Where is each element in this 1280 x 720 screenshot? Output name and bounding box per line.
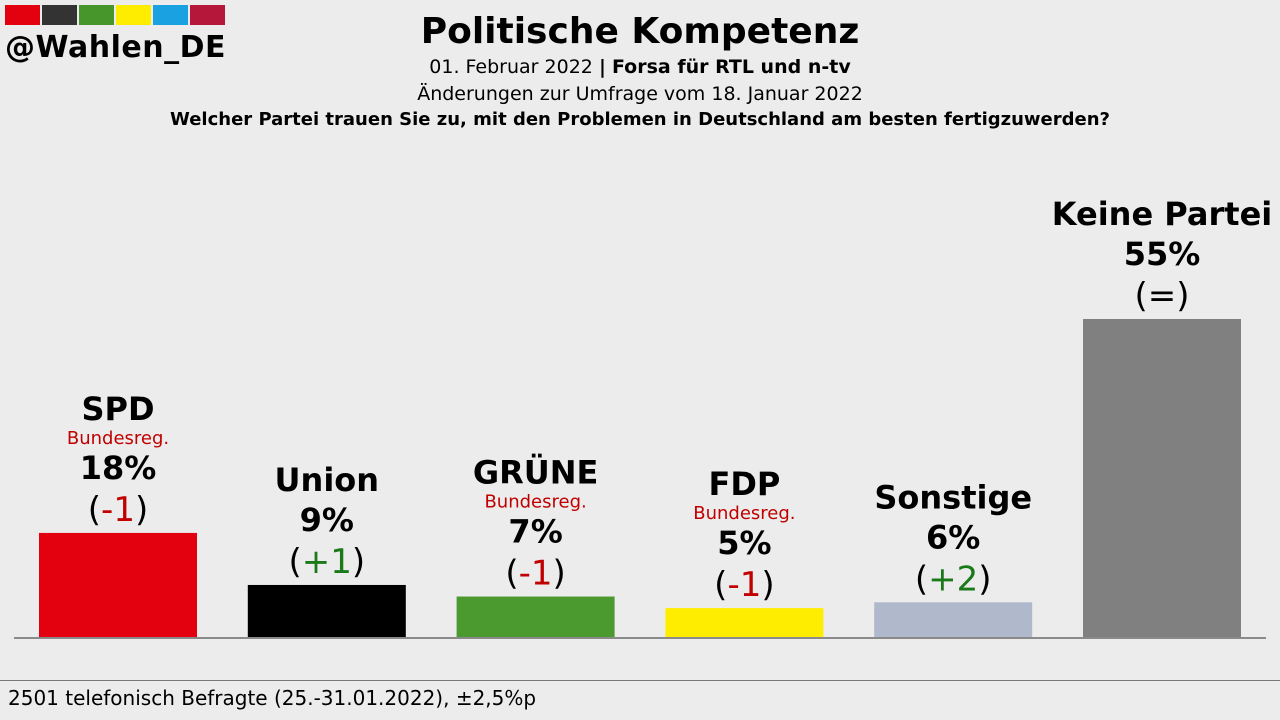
change-open-paren: ( — [714, 565, 727, 605]
poll-source: Forsa für RTL und n-tv — [611, 56, 851, 78]
change-value: +1 — [302, 542, 352, 582]
change-close-paren: ) — [135, 490, 148, 530]
bar — [665, 608, 824, 637]
change-open-paren: ( — [88, 490, 101, 530]
change-open-paren: ( — [1134, 276, 1147, 316]
comparison-note: Änderungen zur Umfrage vom 18. Januar 20… — [417, 83, 863, 105]
bar — [39, 532, 197, 637]
change-label: (+1) — [288, 542, 365, 582]
footer-divider — [0, 680, 1280, 681]
brand-swatch — [153, 5, 188, 25]
change-label: (=) — [1134, 276, 1189, 316]
change-close-paren: ) — [1176, 276, 1189, 316]
brand-color-swatches — [5, 5, 226, 25]
bar — [247, 584, 406, 637]
brand-logo: @Wahlen_DE — [5, 5, 226, 65]
poll-date: 01. Februar 2022 — [429, 56, 593, 78]
government-tag: Bundesreg. — [67, 428, 169, 449]
value-label: 55% — [1124, 235, 1201, 273]
change-value: -1 — [519, 554, 553, 594]
value-label: 6% — [926, 518, 980, 556]
poll-question: Welcher Partei trauen Sie zu, mit den Pr… — [170, 109, 1110, 130]
value-label: 7% — [508, 513, 562, 551]
change-close-paren: ) — [761, 565, 774, 605]
change-open-paren: ( — [505, 554, 518, 594]
change-label: (-1) — [505, 554, 565, 594]
value-label: 5% — [717, 524, 771, 562]
change-value: -1 — [101, 490, 135, 530]
chart-header: Politische Kompetenz 01. Februar 2022 | … — [0, 10, 1280, 132]
category-label: Union — [275, 461, 380, 499]
footer-note: 2501 telefonisch Befragte (25.-31.01.202… — [8, 686, 537, 710]
brand-swatch — [116, 5, 151, 25]
category-label: Sonstige — [874, 478, 1032, 516]
brand-handle: @Wahlen_DE — [5, 30, 227, 65]
category-label: GRÜNE — [473, 454, 599, 492]
value-label: 9% — [300, 501, 354, 539]
change-close-paren: ) — [978, 559, 991, 599]
change-close-paren: ) — [352, 542, 365, 582]
change-open-paren: ( — [915, 559, 928, 599]
change-value: = — [1148, 276, 1177, 316]
poll-info: 01. Februar 2022 | Forsa für RTL und n-t… — [0, 54, 1280, 81]
value-label: 18% — [80, 449, 157, 487]
change-label: (-1) — [714, 565, 774, 605]
category-label: Keine Partei — [1052, 195, 1272, 233]
change-value: +2 — [928, 559, 978, 599]
brand-swatch — [42, 5, 77, 25]
bar — [874, 602, 1033, 637]
change-label: (-1) — [88, 490, 148, 530]
brand-swatch — [79, 5, 114, 25]
government-tag: Bundesreg. — [484, 492, 586, 513]
change-label: (+2) — [915, 559, 992, 599]
bar — [456, 596, 615, 637]
category-label: FDP — [708, 465, 780, 503]
change-value: -1 — [727, 565, 761, 605]
change-close-paren: ) — [553, 554, 566, 594]
brand-swatch — [5, 5, 40, 25]
bar — [1083, 319, 1241, 637]
change-open-paren: ( — [288, 542, 301, 582]
government-tag: Bundesreg. — [693, 503, 795, 524]
chart-title: Politische Kompetenz — [420, 11, 860, 52]
brand-swatch — [190, 5, 225, 25]
poll-separator: | — [598, 56, 606, 78]
category-label: SPD — [81, 390, 154, 428]
